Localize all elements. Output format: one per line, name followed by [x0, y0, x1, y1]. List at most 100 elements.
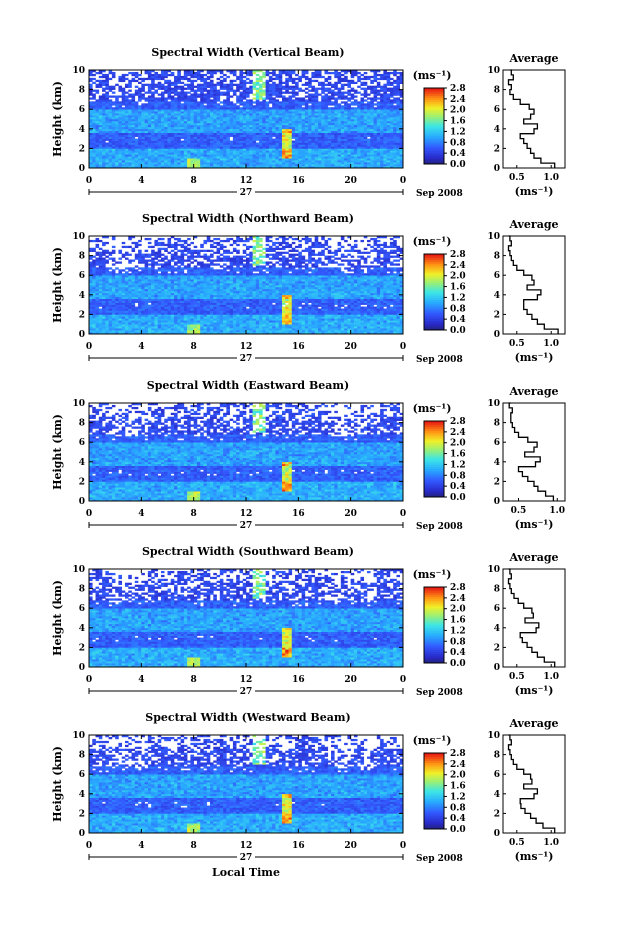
- heatmap-cell: [183, 113, 188, 116]
- heatmap-cell: [131, 77, 136, 81]
- heatmap-cell: [380, 156, 384, 159]
- heatmap-cell: [134, 122, 139, 126]
- heatmap-cell: [151, 156, 155, 159]
- heatmap-cell: [367, 140, 371, 143]
- heatmap-cell: [154, 166, 158, 169]
- heatmap-cell: [236, 162, 240, 165]
- heatmap-cell: [151, 158, 155, 161]
- heatmap-cell: [115, 150, 119, 153]
- heatmap-cell: [337, 77, 342, 81]
- heatmap-cell: [223, 134, 227, 137]
- heatmap-cell: [138, 87, 142, 90]
- heatmap-cell: [105, 275, 109, 278]
- heatmap-cell: [187, 103, 191, 106]
- heatmap-cell: [226, 87, 230, 90]
- heatmap-cell: [399, 81, 404, 85]
- heatmap-cell: [160, 83, 165, 86]
- heatmap-cell: [144, 107, 149, 110]
- heatmap-cell: [350, 75, 355, 79]
- heatmap-cell: [131, 241, 136, 245]
- heatmap-cell: [252, 97, 257, 100]
- heatmap-cell: [249, 142, 253, 145]
- heatmap-cell: [190, 166, 194, 169]
- heatmap-cell: [134, 132, 139, 135]
- heatmap-cell: [95, 124, 100, 128]
- heatmap-cell: [138, 97, 142, 100]
- heatmap-cell: [268, 109, 273, 112]
- heatmap-cell: [344, 109, 348, 112]
- heatmap-cell: [331, 162, 335, 165]
- heatmap-cell: [239, 71, 244, 75]
- heatmap-cell: [288, 97, 293, 100]
- heatmap-cell: [259, 166, 263, 169]
- heatmap-cell: [399, 93, 404, 96]
- heatmap-cell: [219, 122, 224, 126]
- heatmap-cell: [144, 134, 149, 137]
- heatmap-cell: [324, 89, 329, 92]
- heatmap-cell: [367, 162, 371, 165]
- heatmap-cell: [170, 113, 175, 116]
- heatmap-cell: [203, 124, 208, 128]
- heatmap-cell: [203, 160, 208, 163]
- heatmap-cell: [360, 122, 365, 126]
- heatmap-cell: [102, 132, 106, 135]
- heatmap-cell: [167, 128, 172, 132]
- heatmap-cell: [92, 103, 96, 106]
- heatmap-cell: [95, 253, 100, 256]
- heatmap-cell: [187, 132, 191, 135]
- heatmap-cell: [376, 140, 381, 143]
- heatmap-cell: [285, 83, 289, 86]
- heatmap-cell: [138, 320, 142, 323]
- heatmap-cell: [278, 71, 283, 75]
- heatmap-cell: [193, 150, 198, 153]
- heatmap-cell: [138, 288, 142, 292]
- colorbar-tick-label: 0.4: [450, 149, 466, 159]
- heatmap-cell: [249, 120, 253, 124]
- heatmap-cell: [131, 312, 136, 315]
- heatmap-cell: [324, 142, 329, 145]
- heatmap-cell: [255, 113, 260, 116]
- heatmap-cell: [255, 160, 260, 163]
- heatmap-cell: [154, 154, 158, 157]
- heatmap-cell: [226, 124, 230, 128]
- heatmap-cell: [131, 328, 136, 331]
- heatmap-cell: [242, 79, 247, 83]
- heatmap-cell: [164, 128, 168, 132]
- heatmap-cell: [360, 166, 365, 169]
- heatmap-cell: [304, 152, 309, 155]
- heatmap-cell: [347, 134, 351, 137]
- heatmap-cell: [95, 320, 100, 323]
- heatmap-cell: [223, 140, 227, 143]
- heatmap-cell: [124, 245, 129, 249]
- heatmap-cell: [210, 146, 214, 149]
- heatmap-cell: [190, 107, 194, 110]
- heatmap-cell: [105, 290, 109, 294]
- heatmap-cell: [373, 117, 378, 120]
- heatmap-cell: [134, 285, 139, 288]
- heatmap-cell: [177, 160, 181, 163]
- profile-y-tick-label: 2: [494, 144, 500, 154]
- heatmap-cell: [183, 77, 188, 81]
- heatmap-cell: [200, 152, 204, 155]
- heatmap-cell: [376, 152, 381, 155]
- heatmap-cell: [115, 320, 119, 323]
- heatmap-cell: [232, 111, 237, 114]
- heatmap-cell: [278, 156, 283, 159]
- heatmap-cell: [376, 164, 381, 167]
- heatmap-cell: [177, 124, 181, 128]
- heatmap-cell: [128, 115, 132, 118]
- heatmap-cell: [242, 120, 247, 124]
- heatmap-cell: [331, 130, 335, 134]
- heatmap-cell: [138, 324, 142, 327]
- heatmap-cell: [177, 158, 181, 161]
- heatmap-cell: [389, 95, 394, 98]
- heatmap-cell: [331, 93, 335, 96]
- heatmap-cell: [134, 152, 139, 155]
- heatmap-cell: [105, 283, 109, 286]
- heatmap-cell: [183, 164, 188, 167]
- heatmap-cell: [128, 162, 132, 165]
- heatmap-cell: [174, 105, 178, 108]
- heatmap-cell: [108, 156, 113, 159]
- heatmap-cell: [275, 138, 280, 141]
- heatmap-cell: [92, 265, 96, 268]
